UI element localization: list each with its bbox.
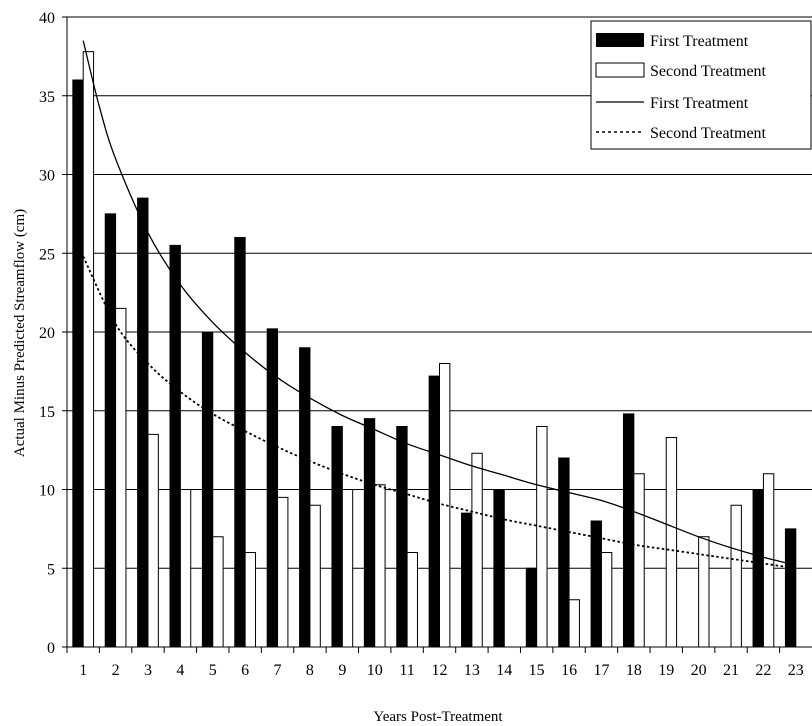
bar-first-treatment-year-18 (622, 413, 635, 648)
bar-first-treatment-year-6 (234, 237, 246, 648)
legend-label-first-bar: First Treatment (650, 33, 749, 50)
x-tick-label-1: 1 (79, 662, 87, 679)
x-tick-label-15: 15 (529, 662, 545, 679)
bar-first-treatment-year-2 (104, 213, 117, 648)
bar-second-treatment-year-9 (341, 489, 354, 648)
x-tick-label-2: 2 (112, 662, 120, 679)
x-tick-label-19: 19 (658, 662, 674, 679)
y-tick-label: 5 (47, 561, 55, 578)
bar-first-treatment-year-16 (558, 457, 570, 648)
legend-label-first-line: First Treatment (650, 95, 749, 112)
x-tick-label-14: 14 (496, 662, 512, 679)
y-tick-label: 30 (39, 168, 55, 185)
bar-first-treatment-year-17 (590, 520, 602, 648)
y-tick-label: 0 (47, 640, 55, 657)
bar-second-treatment-year-6 (244, 552, 257, 648)
bar-first-treatment-year-10 (363, 418, 376, 648)
x-tick-label-11: 11 (399, 662, 414, 679)
first-treatment-trend-line (82, 40, 796, 566)
x-tick-label-12: 12 (432, 662, 448, 679)
x-axis-title: Years Post-Treatment (373, 709, 503, 725)
y-axis-title: Actual Minus Predicted Streamflow (cm) (12, 209, 28, 457)
bar-first-treatment-year-14 (493, 489, 505, 648)
bar-second-treatment-year-5 (212, 536, 224, 648)
x-tick-label-22: 22 (755, 662, 771, 679)
x-tick-label-18: 18 (626, 662, 642, 679)
x-tick-label-8: 8 (306, 662, 314, 679)
axes (62, 16, 812, 653)
legend: First Treatment Second Treatment First T… (590, 20, 812, 150)
bar-second-treatment-year-18 (633, 473, 645, 648)
bar-first-treatment-year-1 (72, 79, 84, 648)
bar-first-treatment-year-3 (137, 197, 149, 648)
bar-second-treatment-year-10 (374, 484, 386, 648)
x-tick-label-6: 6 (241, 662, 249, 679)
y-tick-label: 40 (39, 10, 55, 27)
legend-label-second-line: Second Treatment (650, 125, 767, 142)
bar-first-treatment-year-22 (752, 489, 764, 648)
y-tick-label: 15 (39, 404, 55, 421)
bar-first-treatment-year-5 (201, 331, 214, 648)
bar-first-treatment-year-11 (396, 426, 408, 648)
x-tick-label-20: 20 (691, 662, 707, 679)
x-tick-label-10: 10 (367, 662, 383, 679)
bar-second-treatment-year-22 (762, 473, 775, 648)
legend-swatch-second-bar (595, 62, 645, 78)
bar-first-treatment-year-12 (428, 375, 441, 648)
x-tick-label-21: 21 (723, 662, 739, 679)
y-tick-labels: 0 5 10 15 20 25 30 35 40 (39, 10, 55, 657)
y-tick-label: 10 (39, 483, 55, 500)
bar-first-treatment-year-15 (525, 567, 538, 648)
bar-first-treatment-year-23 (784, 528, 797, 648)
bar-second-treatment-year-19 (665, 437, 678, 648)
y-tick-label: 20 (39, 325, 55, 342)
x-tick-label-9: 9 (338, 662, 346, 679)
legend-label-second-bar: Second Treatment (650, 63, 767, 80)
trend-lines (82, 40, 796, 570)
bar-second-treatment-year-1 (82, 51, 95, 648)
bar-second-treatment-year-7 (277, 496, 289, 648)
legend-swatch-first-bar (596, 33, 644, 47)
x-tick-label-4: 4 (176, 662, 184, 679)
bar-first-treatment-year-13 (461, 512, 473, 648)
bar-second-treatment-year-11 (406, 552, 418, 648)
y-tick-label: 25 (39, 246, 55, 263)
bar-second-treatment-year-3 (147, 433, 159, 648)
x-tick-label-23: 23 (788, 662, 804, 679)
bar-second-treatment-year-2 (115, 307, 127, 648)
y-tick-label: 35 (39, 89, 55, 106)
bar-second-treatment-year-15 (536, 426, 548, 648)
bar-first-treatment-year-9 (331, 426, 343, 648)
x-tick-label-7: 7 (274, 662, 282, 679)
bar-second-treatment-year-21 (730, 504, 742, 648)
x-tick-label-3: 3 (144, 662, 152, 679)
x-tick-label-16: 16 (561, 662, 577, 679)
bar-second-treatment-year-20 (698, 536, 710, 648)
bar-second-treatment-year-4 (179, 489, 192, 648)
bar-second-treatment-year-8 (309, 504, 321, 648)
x-tick-labels: 1 2 3 4 5 6 7 8 9 10 11 12 13 14 15 16 17 18 19 20 21 22 23 (79, 662, 804, 679)
x-tick-label-13: 13 (464, 662, 480, 679)
bar-second-treatment-year-17 (600, 552, 613, 648)
bar-first-treatment-year-4 (169, 244, 181, 648)
x-tick-label-5: 5 (209, 662, 217, 679)
x-tick-label-17: 17 (593, 662, 609, 679)
bar-second-treatment-year-16 (568, 599, 580, 648)
bar-second-treatment-year-13 (471, 452, 483, 648)
